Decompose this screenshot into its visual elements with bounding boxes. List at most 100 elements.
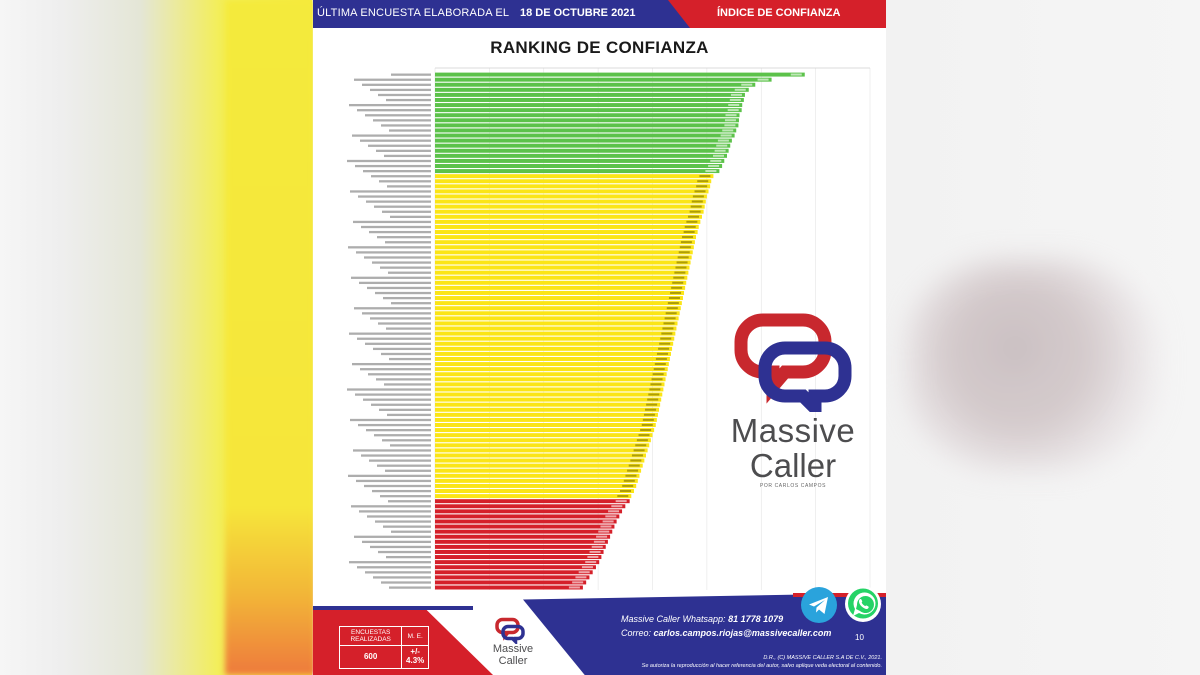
chart-data-label — [670, 291, 682, 294]
chart-category-label — [373, 119, 431, 122]
chart-data-label — [611, 505, 623, 508]
chart-bar — [435, 331, 676, 336]
chart-category-label — [377, 464, 431, 467]
chart-category-label — [357, 109, 431, 112]
chart-category-label — [383, 296, 431, 300]
chart-category-label — [386, 98, 431, 102]
chart-data-label — [623, 479, 635, 482]
chart-category-label — [390, 215, 431, 219]
chart-bar — [435, 326, 677, 331]
margin-value: +/- 4.3% — [401, 645, 429, 669]
chart-category-label — [384, 154, 431, 158]
chart-category-label — [370, 317, 431, 320]
telegram-icon[interactable] — [801, 587, 837, 623]
chart-bar — [435, 265, 690, 270]
chart-data-label — [686, 220, 698, 223]
footer-blue-stripe — [313, 606, 473, 610]
chart-bar — [435, 275, 688, 280]
chart-data-label — [677, 256, 689, 259]
chart-bar — [435, 544, 606, 549]
chart-data-label — [630, 459, 642, 462]
chart-bar — [435, 387, 664, 392]
chart-bar — [435, 138, 732, 143]
chart-category-label — [385, 469, 431, 472]
chart-data-label — [622, 484, 634, 487]
chart-data-label — [729, 98, 741, 101]
chart-category-label — [388, 271, 431, 274]
chart-data-label — [602, 520, 614, 523]
chart-bar — [435, 423, 656, 427]
chart-bar — [435, 356, 670, 361]
chart-data-label — [647, 398, 659, 401]
chart-data-label — [641, 423, 653, 426]
chart-category-label — [362, 540, 431, 544]
chart-category-label — [365, 571, 431, 574]
chart-category-label — [382, 439, 431, 442]
chart-bar — [435, 372, 667, 377]
chart-data-label — [655, 357, 667, 360]
chart-bar — [435, 199, 706, 204]
chart-category-label — [362, 83, 431, 86]
chart-category-label — [366, 200, 431, 203]
chart-category-label — [360, 139, 431, 142]
chart-category-label — [364, 256, 431, 259]
chart-bar — [435, 133, 735, 138]
chart-bar — [435, 412, 658, 417]
chart-data-label — [578, 571, 590, 574]
brand-name-line1: Massive — [730, 412, 856, 449]
chart-category-label — [378, 93, 431, 97]
header-survey-date: 18 DE OCTUBRE 2021 — [520, 7, 636, 19]
chart-data-label — [722, 129, 734, 132]
chart-bar — [435, 407, 660, 412]
chart-bar — [435, 560, 600, 565]
chart-data-label — [596, 535, 608, 538]
chart-data-label — [680, 241, 692, 244]
chart-bar — [435, 504, 626, 509]
chart-bar — [435, 240, 695, 245]
chart-data-label — [671, 286, 683, 289]
chart-category-label — [355, 393, 431, 396]
chart-category-label — [383, 525, 431, 528]
chart-data-label — [640, 429, 652, 432]
chart-bar — [435, 514, 620, 519]
whatsapp-icon[interactable] — [844, 585, 882, 623]
massive-caller-small-logo-icon — [495, 617, 525, 644]
chart-bar — [435, 397, 662, 402]
chart-category-label — [367, 286, 431, 290]
chart-data-label — [678, 251, 690, 254]
chart-data-label — [658, 347, 670, 350]
footer-brand-line1: Massive — [492, 643, 534, 655]
chart-category-label — [368, 373, 431, 376]
chart-data-label — [710, 159, 722, 162]
chart-category-label — [391, 302, 431, 305]
chart-data-label — [676, 261, 688, 264]
chart-data-label — [679, 246, 691, 249]
chart-bar — [435, 72, 805, 77]
chart-data-label — [699, 175, 711, 178]
chart-category-label — [347, 388, 431, 391]
chart-bar — [435, 306, 681, 311]
whatsapp-number[interactable]: 81 1778 1079 — [728, 614, 784, 624]
chart-bar — [435, 570, 593, 575]
chart-category-label — [381, 581, 431, 584]
chart-category-label — [361, 225, 431, 229]
chart-data-label — [572, 581, 584, 584]
chart-bar — [435, 351, 671, 356]
email-address[interactable]: carlos.campos.riojas@massivecaller.com — [653, 628, 832, 638]
email-contact: Correo: carlos.campos.riojas@massivecall… — [621, 628, 831, 638]
chart-data-label — [593, 540, 605, 543]
chart-bar — [435, 478, 638, 483]
chart-category-label — [380, 266, 431, 269]
chart-bar — [435, 519, 617, 524]
chart-bar — [435, 524, 615, 529]
chart-data-label — [662, 327, 674, 330]
chart-category-label — [372, 261, 431, 264]
chart-data-label — [608, 510, 620, 513]
chart-data-label — [757, 78, 769, 81]
surveys-label: ENCUESTAS REALIZADAS — [338, 625, 403, 647]
chart-category-label — [348, 474, 431, 478]
chart-data-label — [675, 266, 687, 269]
footer-red-stripe — [793, 593, 886, 597]
chart-bar — [435, 169, 720, 174]
chart-bar — [435, 82, 756, 87]
